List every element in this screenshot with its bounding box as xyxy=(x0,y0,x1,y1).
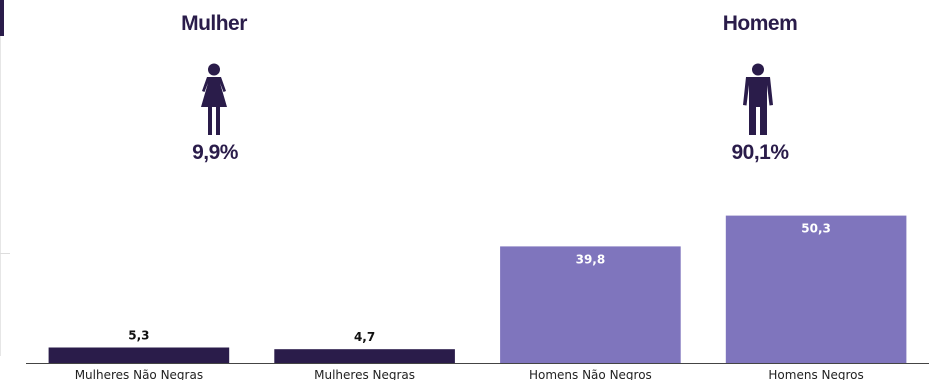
female-percent: 9,9% xyxy=(192,141,238,164)
bar-0 xyxy=(48,347,230,363)
male-person-icon xyxy=(743,63,773,135)
male-percent: 90,1% xyxy=(731,141,789,164)
male-title: Homem xyxy=(722,12,798,35)
female-person-icon xyxy=(201,63,227,135)
bar-2 xyxy=(500,246,681,363)
left-border xyxy=(0,36,1,356)
category-label-3: Homens Negros xyxy=(768,368,863,380)
female-title: Mulher xyxy=(181,12,247,35)
value-label-0: 5,3 xyxy=(128,329,149,343)
left-divider xyxy=(0,253,10,254)
category-label-0: Mulheres Não Negras xyxy=(75,368,203,380)
category-label-2: Homens Não Negros xyxy=(529,368,652,380)
bar-1 xyxy=(274,349,455,363)
category-label-1: Mulheres Negras xyxy=(314,368,415,380)
value-label-1: 4,7 xyxy=(354,330,375,344)
value-label-2: 39,8 xyxy=(576,252,606,266)
bar-3 xyxy=(725,215,907,363)
left-accent-bar xyxy=(0,0,4,36)
value-label-3: 50,3 xyxy=(801,222,831,236)
